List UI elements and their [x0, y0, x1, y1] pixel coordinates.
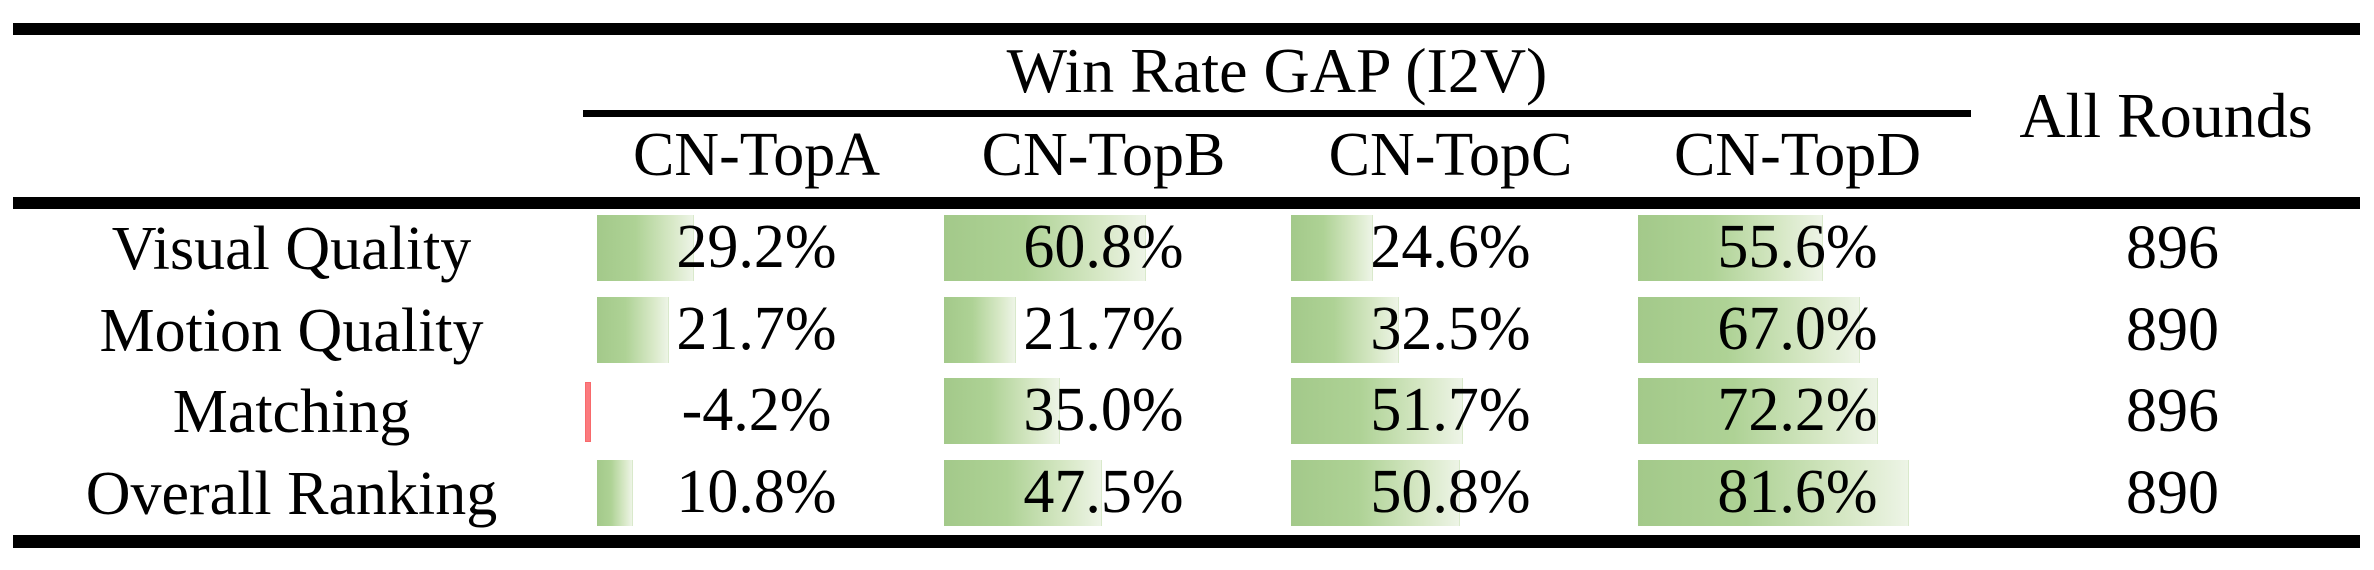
win-rate-cell: 51.7% — [1277, 372, 1624, 454]
win-rate-cell: 24.6% — [1277, 209, 1624, 291]
win-rate-cell: 10.8% — [583, 454, 930, 536]
header-separator-rule — [13, 197, 2360, 209]
row-label: Matching — [172, 378, 411, 446]
win-rate-value: 10.8% — [676, 457, 837, 526]
table-row: Motion Quality 21.7% 21.7% 32.5% 67.0% 8… — [0, 291, 2374, 373]
win-rate-value: 72.2% — [1717, 376, 1878, 444]
all-rounds-value: 896 — [2126, 214, 2219, 282]
win-rate-cell: 29.2% — [583, 209, 930, 291]
table-row: Matching -4.2% 35.0% 51.7% 72.2% 896 — [0, 372, 2374, 454]
column-header-row: CN-TopA CN-TopB CN-TopC CN-TopD — [583, 117, 1971, 197]
all-rounds-value: 890 — [2126, 458, 2219, 527]
win-rate-cell: 60.8% — [930, 209, 1277, 291]
column-header-cn-topc: CN-TopC — [1328, 121, 1573, 189]
win-rate-cell: -4.2% — [583, 372, 930, 454]
all-rounds-value: 896 — [2126, 377, 2219, 445]
row-label: Visual Quality — [111, 215, 472, 283]
win-rate-cell: 55.6% — [1624, 209, 1971, 291]
win-rate-value: 32.5% — [1370, 294, 1531, 363]
table-body: Visual Quality 29.2% 60.8% 24.6% 55.6% 8… — [0, 209, 2374, 535]
win-rate-bar — [1638, 296, 1860, 363]
table-row: Overall Ranking 10.8% 47.5% 50.8% 81.6% … — [0, 454, 2374, 536]
win-rate-bar — [597, 215, 694, 281]
win-rate-bar — [597, 296, 669, 363]
win-rate-bar — [1638, 215, 1823, 281]
win-rate-value: 55.6% — [1717, 213, 1878, 281]
win-rate-cell: 67.0% — [1624, 291, 1971, 373]
row-label: Overall Ranking — [85, 459, 498, 528]
win-rate-bar — [1291, 296, 1399, 363]
win-rate-cell: 81.6% — [1624, 454, 1971, 536]
group-header-underline-rule — [583, 110, 1971, 117]
table-row: Visual Quality 29.2% 60.8% 24.6% 55.6% 8… — [0, 209, 2374, 291]
win-rate-cell: 47.5% — [930, 454, 1277, 536]
win-rate-value: 51.7% — [1370, 376, 1531, 444]
win-rate-cell: 50.8% — [1277, 454, 1624, 536]
row-label: Motion Quality — [99, 296, 484, 365]
win-rate-value: 60.8% — [1023, 213, 1184, 281]
win-rate-bar — [944, 215, 1146, 281]
column-header-cn-topb: CN-TopB — [981, 121, 1226, 189]
all-rounds-value: 890 — [2126, 295, 2219, 364]
win-rate-bar — [944, 459, 1102, 526]
win-rate-value: 21.7% — [676, 294, 837, 363]
win-rate-bar — [1638, 459, 1909, 526]
win-rate-value: 81.6% — [1717, 457, 1878, 526]
win-rate-cell: 32.5% — [1277, 291, 1624, 373]
win-rate-value: 29.2% — [676, 213, 837, 281]
all-rounds-column-header: All Rounds — [2019, 80, 2313, 151]
column-header-cn-topd: CN-TopD — [1673, 121, 1922, 189]
top-rule — [13, 23, 2360, 35]
win-rate-bar — [1291, 459, 1460, 526]
win-rate-cell: 21.7% — [930, 291, 1277, 373]
bottom-rule — [13, 535, 2360, 548]
win-rate-value: 67.0% — [1717, 294, 1878, 363]
win-rate-value: 24.6% — [1370, 213, 1531, 281]
win-rate-bar — [597, 459, 633, 526]
group-header: Win Rate GAP (I2V) — [1006, 35, 1548, 106]
win-rate-value: 21.7% — [1023, 294, 1184, 363]
win-rate-value: 47.5% — [1023, 457, 1184, 526]
win-rate-value: 50.8% — [1370, 457, 1531, 526]
win-rate-bar-negative — [585, 382, 591, 442]
win-rate-value: 35.0% — [1023, 376, 1184, 444]
column-header-cn-topa: CN-TopA — [632, 121, 881, 189]
win-rate-cell: 35.0% — [930, 372, 1277, 454]
win-rate-bar — [944, 378, 1060, 444]
win-rate-bar — [1291, 378, 1463, 444]
win-rate-bar — [944, 296, 1016, 363]
win-rate-cell: 72.2% — [1624, 372, 1971, 454]
win-rate-bar — [1291, 215, 1373, 281]
win-rate-value: -4.2% — [681, 376, 832, 444]
win-rate-bar — [1638, 378, 1878, 444]
win-rate-cell: 21.7% — [583, 291, 930, 373]
